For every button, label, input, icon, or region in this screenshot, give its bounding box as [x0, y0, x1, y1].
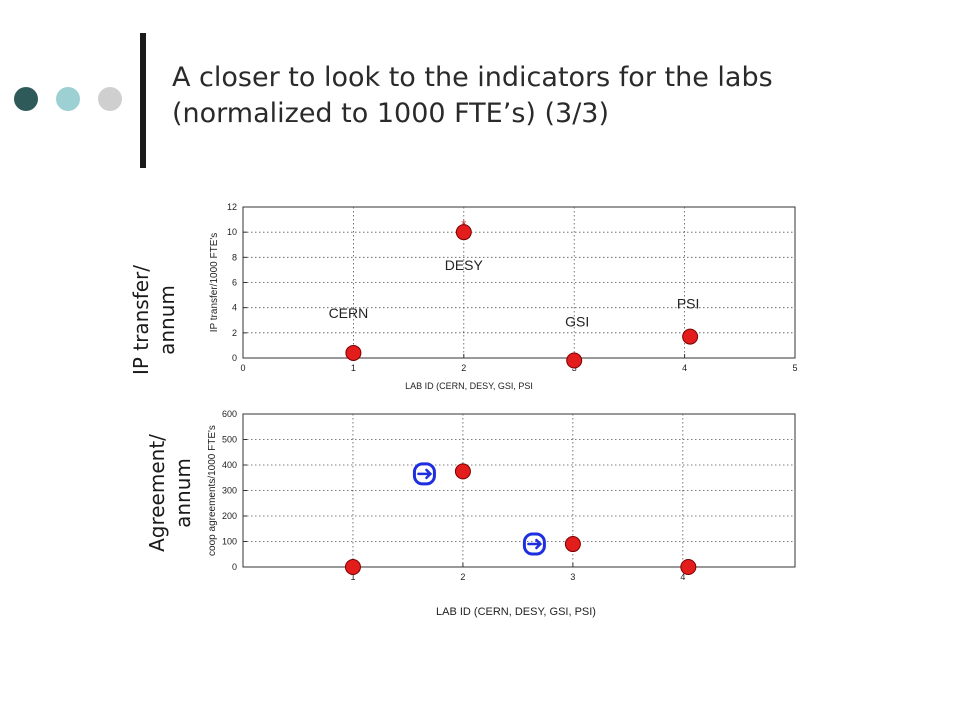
- y-tick-label: 8: [232, 252, 237, 262]
- x-tick-label: 1: [351, 363, 356, 373]
- y-tick-label: 600: [222, 409, 237, 419]
- title-line-1: A closer to look to the indicators for t…: [172, 62, 773, 93]
- x-tick-label: 5: [792, 363, 797, 373]
- data-point: [345, 344, 362, 361]
- title-line-2: (normalized to 1000 FTE’s) (3/3): [172, 98, 610, 129]
- y-tick-label: 2: [232, 328, 237, 338]
- y-tick-label: 0: [232, 353, 237, 363]
- y-axis-label: coop agreements/1000 FTE's: [207, 425, 218, 556]
- point-label-gsi: GSI: [565, 314, 589, 330]
- y-tick-label: 12: [227, 202, 237, 212]
- y-tick-label: 100: [222, 537, 237, 547]
- x-axis-label: LAB ID (CERN, DESY, GSI, PSI: [405, 381, 533, 391]
- data-point: [680, 559, 697, 575]
- page-title: A closer to look to the indicators for t…: [172, 60, 872, 132]
- arrow-marker-icon: [522, 532, 546, 556]
- x-tick-label: 2: [460, 572, 465, 582]
- slide-bullet-teal: [56, 87, 80, 111]
- data-point: [564, 536, 581, 553]
- x-tick-label: 2: [461, 363, 466, 373]
- x-tick-label: 0: [240, 363, 245, 373]
- data-point: [566, 352, 583, 369]
- y-axis-label: IP transfer/1000 FTE's: [209, 233, 220, 333]
- y-tick-label: 0: [232, 562, 237, 572]
- x-axis-label: LAB ID (CERN, DESY, GSI, PSI): [436, 606, 596, 618]
- y-tick-label: 10: [227, 227, 237, 237]
- x-tick-label: 4: [682, 363, 687, 373]
- x-tick-label: 4: [680, 572, 685, 582]
- slide-bullet-dark: [14, 87, 38, 111]
- data-point: [344, 559, 361, 575]
- point-label-cern: CERN: [329, 305, 369, 321]
- y-tick-label: 500: [222, 435, 237, 445]
- y-tick-label: 200: [222, 511, 237, 521]
- data-point: [682, 328, 699, 345]
- y-tick-label: 400: [222, 460, 237, 470]
- y-tick-label: 4: [232, 303, 237, 313]
- data-point: [454, 463, 471, 480]
- desy-star-marker: *: [461, 217, 466, 232]
- arrow-marker-icon: [412, 462, 436, 486]
- x-tick-label: 3: [570, 572, 575, 582]
- y-tick-label: 300: [222, 486, 237, 496]
- title-divider-bar: [140, 33, 146, 168]
- slide-bullet-gray: [98, 87, 122, 111]
- y-tick-label: 6: [232, 278, 237, 288]
- x-tick-label: 1: [350, 572, 355, 582]
- point-label-psi: PSI: [677, 296, 700, 312]
- point-label-desy: DESY: [445, 257, 484, 273]
- data-point: [455, 224, 472, 241]
